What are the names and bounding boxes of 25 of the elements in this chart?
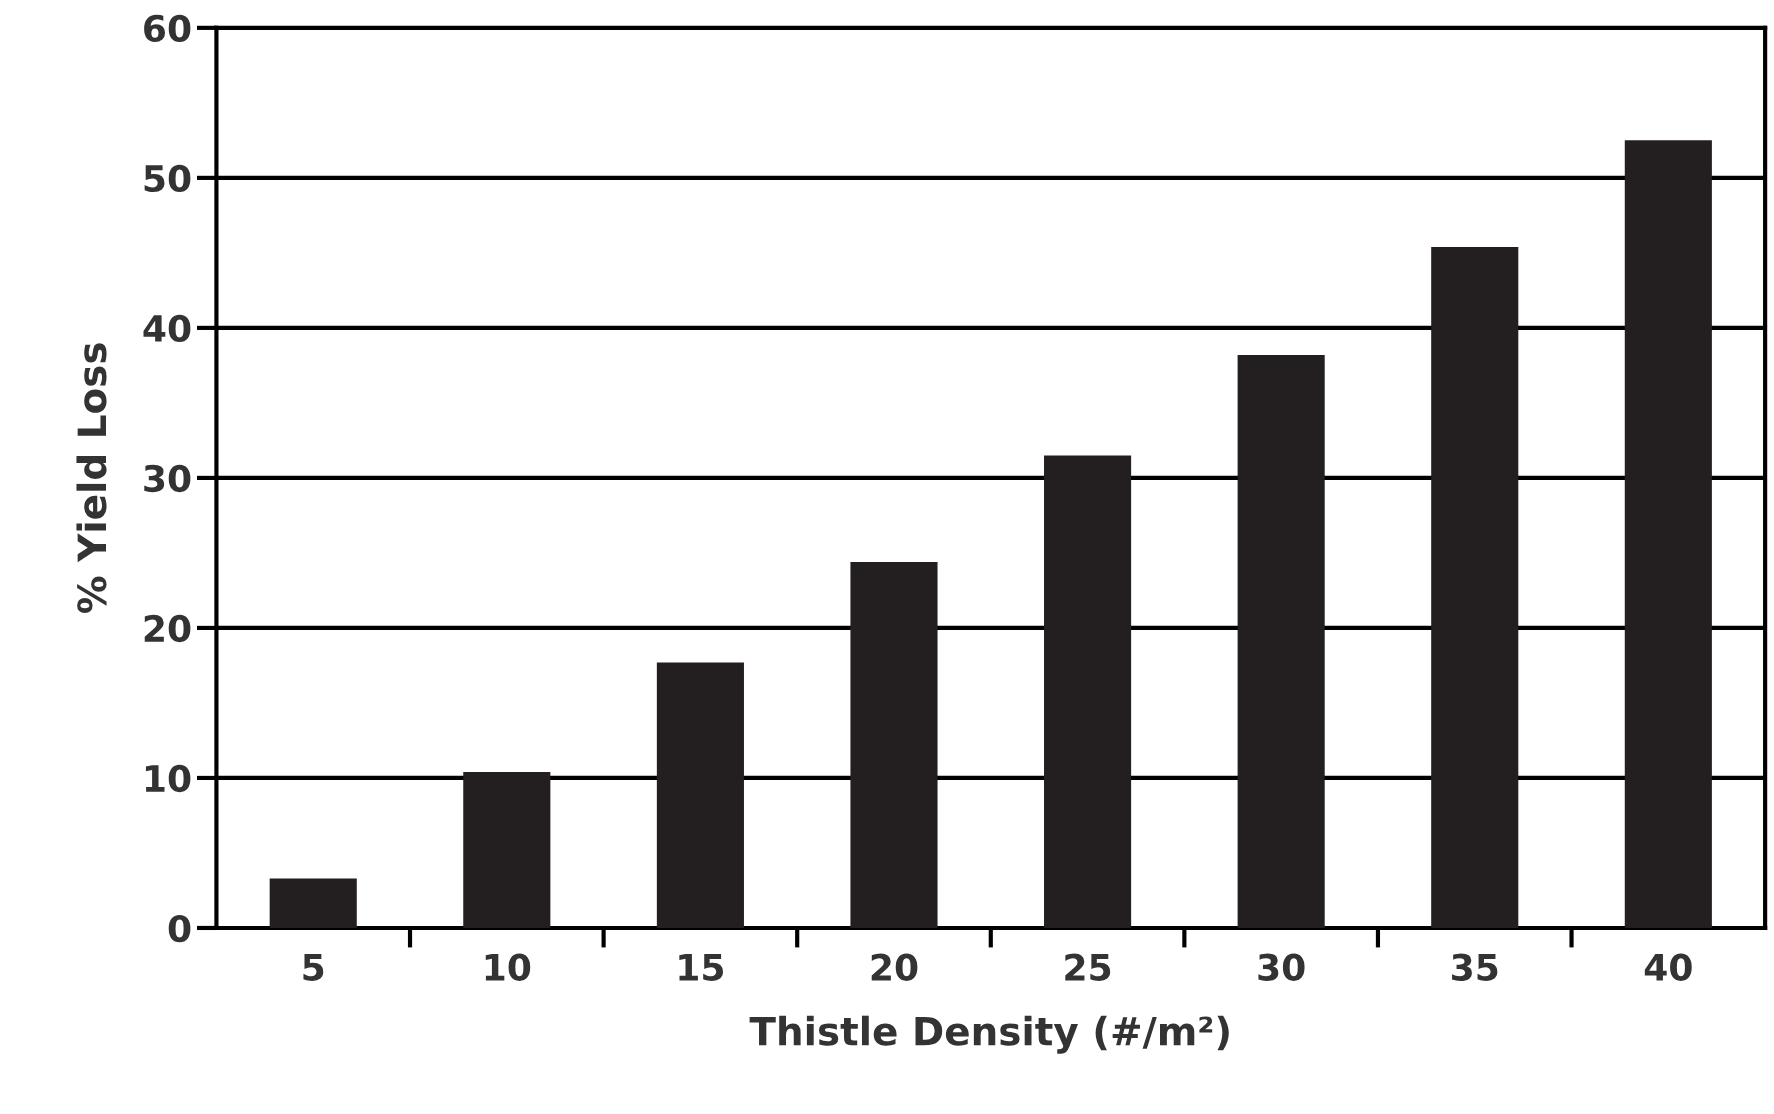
bar [656,662,744,928]
bar [1237,354,1325,928]
y-tick-label: 60 [144,14,191,43]
bar [1431,246,1519,928]
bar [1624,140,1712,928]
y-axis-title: % Yield Loss [76,343,107,614]
y-tick-label: 30 [144,464,191,493]
y-tick-label: 40 [143,314,191,343]
y-tick-label: 50 [144,164,191,193]
bar [850,561,938,928]
y-tick-label: 10 [145,764,191,793]
x-tick-label: 40 [1644,953,1692,981]
bar [269,878,357,928]
x-tick-label: 25 [1065,953,1111,981]
y-tick-label: 20 [144,614,191,643]
bar [1044,455,1132,928]
x-tick-label: 15 [679,954,723,981]
x-tick-label: 20 [871,953,918,981]
bar [463,771,551,928]
x-tick-label: 35 [1452,953,1498,981]
x-axis-title: Thistle Density (#/m²) [749,1015,1229,1054]
x-tick-label: 10 [485,953,531,981]
y-tick-label: 0 [168,914,191,943]
x-tick-label: 30 [1258,953,1305,981]
x-tick-label: 5 [303,954,324,981]
